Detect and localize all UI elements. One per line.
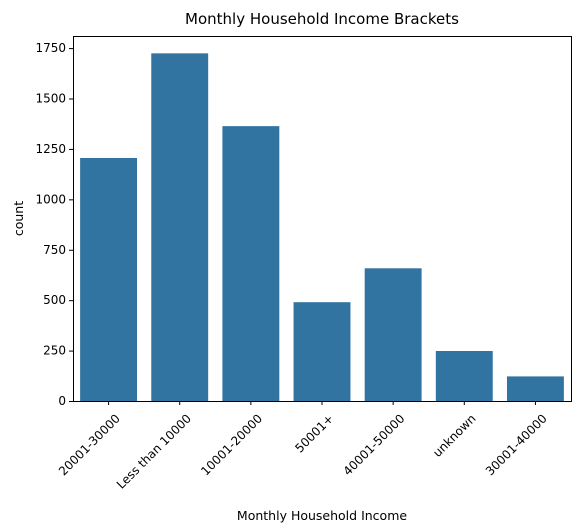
- y-tick-label: 500: [43, 293, 66, 307]
- x-tick-label: Less than 10000: [114, 411, 194, 491]
- y-axis-title: count: [11, 201, 26, 236]
- y-tick-label: 750: [43, 243, 66, 257]
- bar-30001-40000: [506, 376, 564, 401]
- y-tick-label: 1000: [35, 192, 66, 206]
- bar-20001-30000: [80, 158, 138, 401]
- y-tick-label: 1250: [35, 142, 66, 156]
- bars-layer: [80, 53, 564, 402]
- y-axis-ticks: 0 250 500 750 1000 1250 1500 1750: [35, 41, 73, 408]
- bar-10001-20000: [222, 126, 280, 402]
- bar-less-than-10000: [151, 53, 209, 402]
- y-tick-label: 250: [43, 344, 66, 358]
- x-tick-label: 50001+: [292, 411, 336, 455]
- bar-unknown: [435, 350, 493, 401]
- x-tick-label: 30001-40000: [483, 411, 550, 478]
- x-tick-label: 40001-50000: [341, 411, 408, 478]
- bar-40001-50000: [364, 268, 422, 401]
- y-tick-label: 1750: [35, 41, 66, 55]
- x-tick-label: unknown: [430, 411, 478, 459]
- x-tick-label: 10001-20000: [198, 411, 265, 478]
- bar-50001-: [293, 302, 351, 401]
- y-tick-label: 1500: [35, 92, 66, 106]
- x-tick-label: 20001-30000: [56, 411, 123, 478]
- y-tick-label: 0: [58, 394, 66, 408]
- chart-title: Monthly Household Income Brackets: [185, 10, 459, 28]
- x-axis-title: Monthly Household Income: [237, 508, 407, 523]
